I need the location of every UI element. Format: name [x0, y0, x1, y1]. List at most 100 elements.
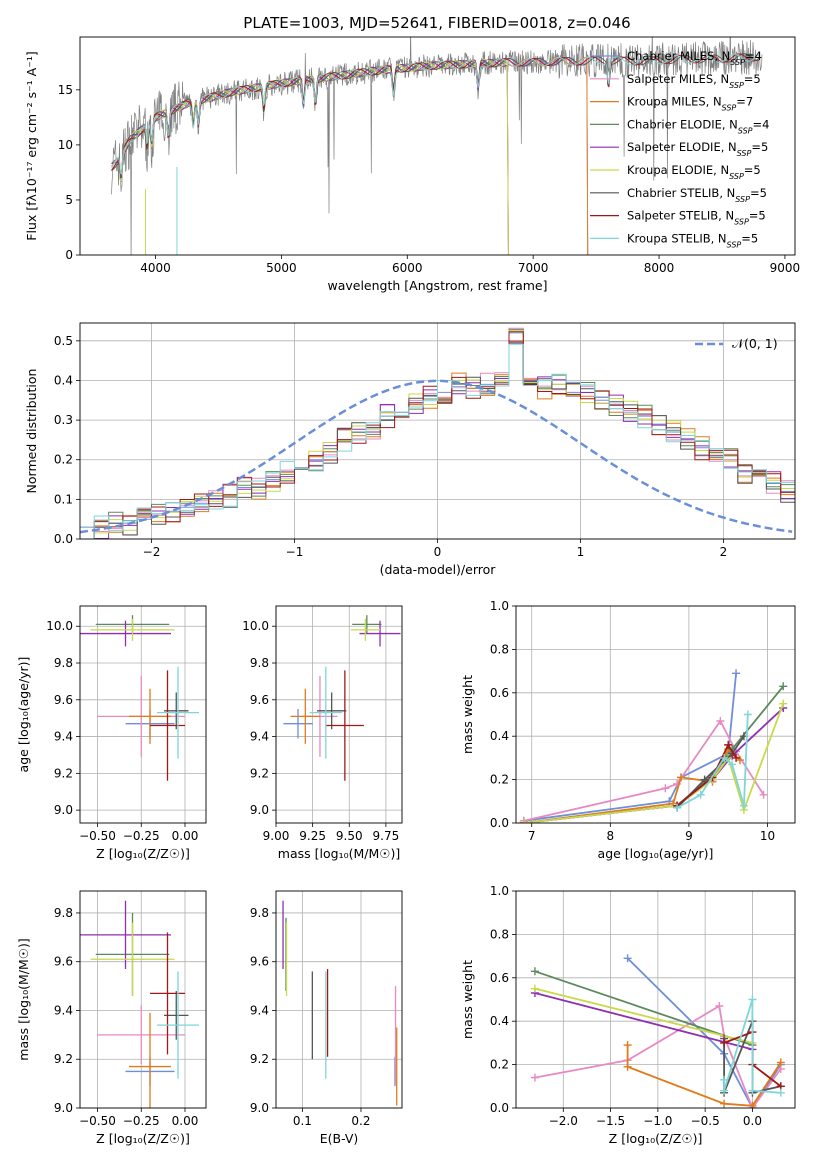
mass-vs-EBV-plot-area: [282, 900, 398, 1106]
mass-weight-line: [626, 1045, 782, 1107]
y-tick-label: 9.4: [54, 1003, 73, 1017]
mass-weight-marker: [720, 1099, 729, 1108]
y-tick-label: 9.0: [250, 1101, 269, 1115]
x-axis-label: (data-model)/error: [380, 562, 497, 577]
y-tick-label: 0.0: [490, 816, 509, 830]
legend-label: 𝒩(0, 1): [732, 336, 778, 351]
legend-label: Kroupa ELODIE, NSSP=5: [627, 163, 761, 181]
y-tick-label: 5: [65, 193, 73, 207]
mass-weight-marker: [519, 819, 528, 823]
weight-vs-age-panel: 7 8 9 10 0.0 0.2 0.4 0.6 0.8 1.0 age [log₁₀(age/yr…: [460, 599, 796, 861]
y-tick-label: 10.0: [242, 619, 269, 633]
x-tick-label: −1: [286, 545, 304, 559]
x-tick-label: −0.50: [79, 1114, 116, 1128]
legend-label: Chabrier MILES, NSSP=4: [627, 49, 762, 67]
residual-histogram-step: [80, 343, 795, 539]
mass-weight-marker: [724, 740, 733, 749]
mass-weight-line: [676, 743, 737, 807]
age-vs-mass-plot-area: [283, 615, 401, 781]
plot-panels: 4000 5000 6000 7000 8000 9000051015wavelength…: [16, 36, 801, 1146]
x-tick-label: −0.25: [123, 829, 160, 843]
legend-label: Salpeter ELODIE, NSSP=5: [627, 140, 768, 158]
y-tick-label: 0.5: [54, 334, 73, 348]
legend-label: Chabrier STELIB, NSSP=5: [627, 186, 767, 204]
x-tick-label: 8000: [644, 261, 675, 275]
mass-weight-marker: [716, 717, 725, 726]
mass-weight-marker: [720, 1075, 729, 1084]
mass-weight-marker: [623, 1062, 632, 1071]
weight-vs-Z-plot-area: [530, 954, 785, 1108]
axes-frame: [515, 890, 796, 1109]
mass-weight-line: [523, 703, 785, 823]
legend-label: Salpeter MILES, NSSP=5: [627, 72, 761, 90]
y-tick-label: 9.0: [54, 803, 73, 817]
mass-weight-marker: [623, 1041, 632, 1050]
y-tick-label: 9.4: [54, 730, 73, 744]
mass-weight-marker: [776, 1058, 785, 1067]
legend-label: Kroupa STELIB, NSSP=5: [627, 231, 758, 249]
legend-label: Salpeter STELIB, NSSP=5: [627, 209, 766, 227]
x-tick-label: −1.5: [596, 1114, 625, 1128]
x-axis-label: mass [log₁₀(M/M☉)]: [278, 846, 400, 861]
y-axis-label: mass weight: [460, 960, 475, 1039]
mass-weight-marker: [748, 1101, 757, 1108]
mass-weight-line: [523, 747, 741, 823]
y-tick-label: 9.8: [54, 656, 73, 670]
x-tick-label: 6000: [392, 261, 423, 275]
y-tick-label: 0.4: [490, 729, 509, 743]
x-axis-label: age [log₁₀(age/yr)]: [598, 846, 714, 861]
y-tick-label: 0.4: [54, 373, 73, 387]
y-tick-label: 9.6: [250, 693, 269, 707]
x-tick-label: 8: [606, 829, 614, 843]
x-tick-label: 7: [528, 829, 536, 843]
y-tick-label: 9.2: [54, 1052, 73, 1066]
x-tick-label: 5000: [266, 261, 297, 275]
y-tick-label: 9.8: [250, 906, 269, 920]
x-tick-label: 1: [577, 545, 585, 559]
residuals-panel: −2 −1 0 1 2 0.0 0.1 0.2 0.3 0.4 0.5 (data-model)/er…: [24, 322, 796, 577]
mass-weight-line: [626, 957, 782, 1108]
residual-histogram-step: [80, 332, 795, 528]
observed-spectrum: [111, 37, 763, 255]
mass-weight-marker: [530, 967, 539, 976]
y-tick-label: 9.6: [250, 955, 269, 969]
x-axis-label: Z [log₁₀(Z/Z☉)]: [609, 1131, 703, 1146]
mass-weight-marker: [700, 775, 709, 784]
mass-weight-marker: [696, 790, 705, 799]
axes-frame: [275, 890, 403, 1109]
x-tick-label: −1.0: [643, 1114, 672, 1128]
mass-weight-marker: [732, 669, 741, 678]
mass-weight-marker: [661, 784, 670, 793]
mass-vs-EBV-panel: 0.1 0.2 9.0 9.2 9.4 9.6 9.8 E(B-V): [250, 890, 403, 1146]
y-axis-label: Normed distribution: [24, 369, 39, 494]
mass-weight-marker: [720, 753, 729, 762]
x-tick-label: −2.0: [549, 1114, 578, 1128]
y-tick-label: 9.2: [250, 766, 269, 780]
mass-weight-marker: [759, 790, 768, 799]
x-tick-label: 9000: [770, 261, 801, 275]
x-tick-label: 9.75: [373, 829, 400, 843]
mass-weight-marker: [530, 1073, 539, 1082]
y-tick-label: 0.6: [490, 686, 509, 700]
x-tick-label: 9: [685, 829, 693, 843]
x-tick-label: −2: [143, 545, 161, 559]
y-tick-label: 9.2: [54, 766, 73, 780]
model-spectrum-line: [111, 58, 509, 255]
x-tick-label: 7000: [518, 261, 549, 275]
x-tick-label: 9.00: [263, 829, 290, 843]
residual-histogram-step: [80, 340, 795, 539]
x-tick-label: 4000: [140, 261, 171, 275]
mass-weight-line: [534, 992, 753, 1051]
x-tick-label: −0.25: [123, 1114, 160, 1128]
y-axis-label: mass [log₁₀(M/M☉)]: [16, 938, 31, 1060]
residuals-plot-area: [80, 327, 795, 539]
axes-frame: [79, 890, 207, 1109]
weight-vs-age-plot-area: [519, 669, 788, 823]
y-tick-label: 9.8: [54, 906, 73, 920]
x-tick-label: 0: [434, 545, 442, 559]
y-axis-label: age [log₁₀(age/yr)]: [16, 657, 31, 773]
y-tick-label: 9.8: [250, 656, 269, 670]
mass-weight-marker: [623, 954, 632, 963]
x-tick-label: 10: [760, 829, 775, 843]
y-tick-label: 0: [65, 248, 73, 262]
